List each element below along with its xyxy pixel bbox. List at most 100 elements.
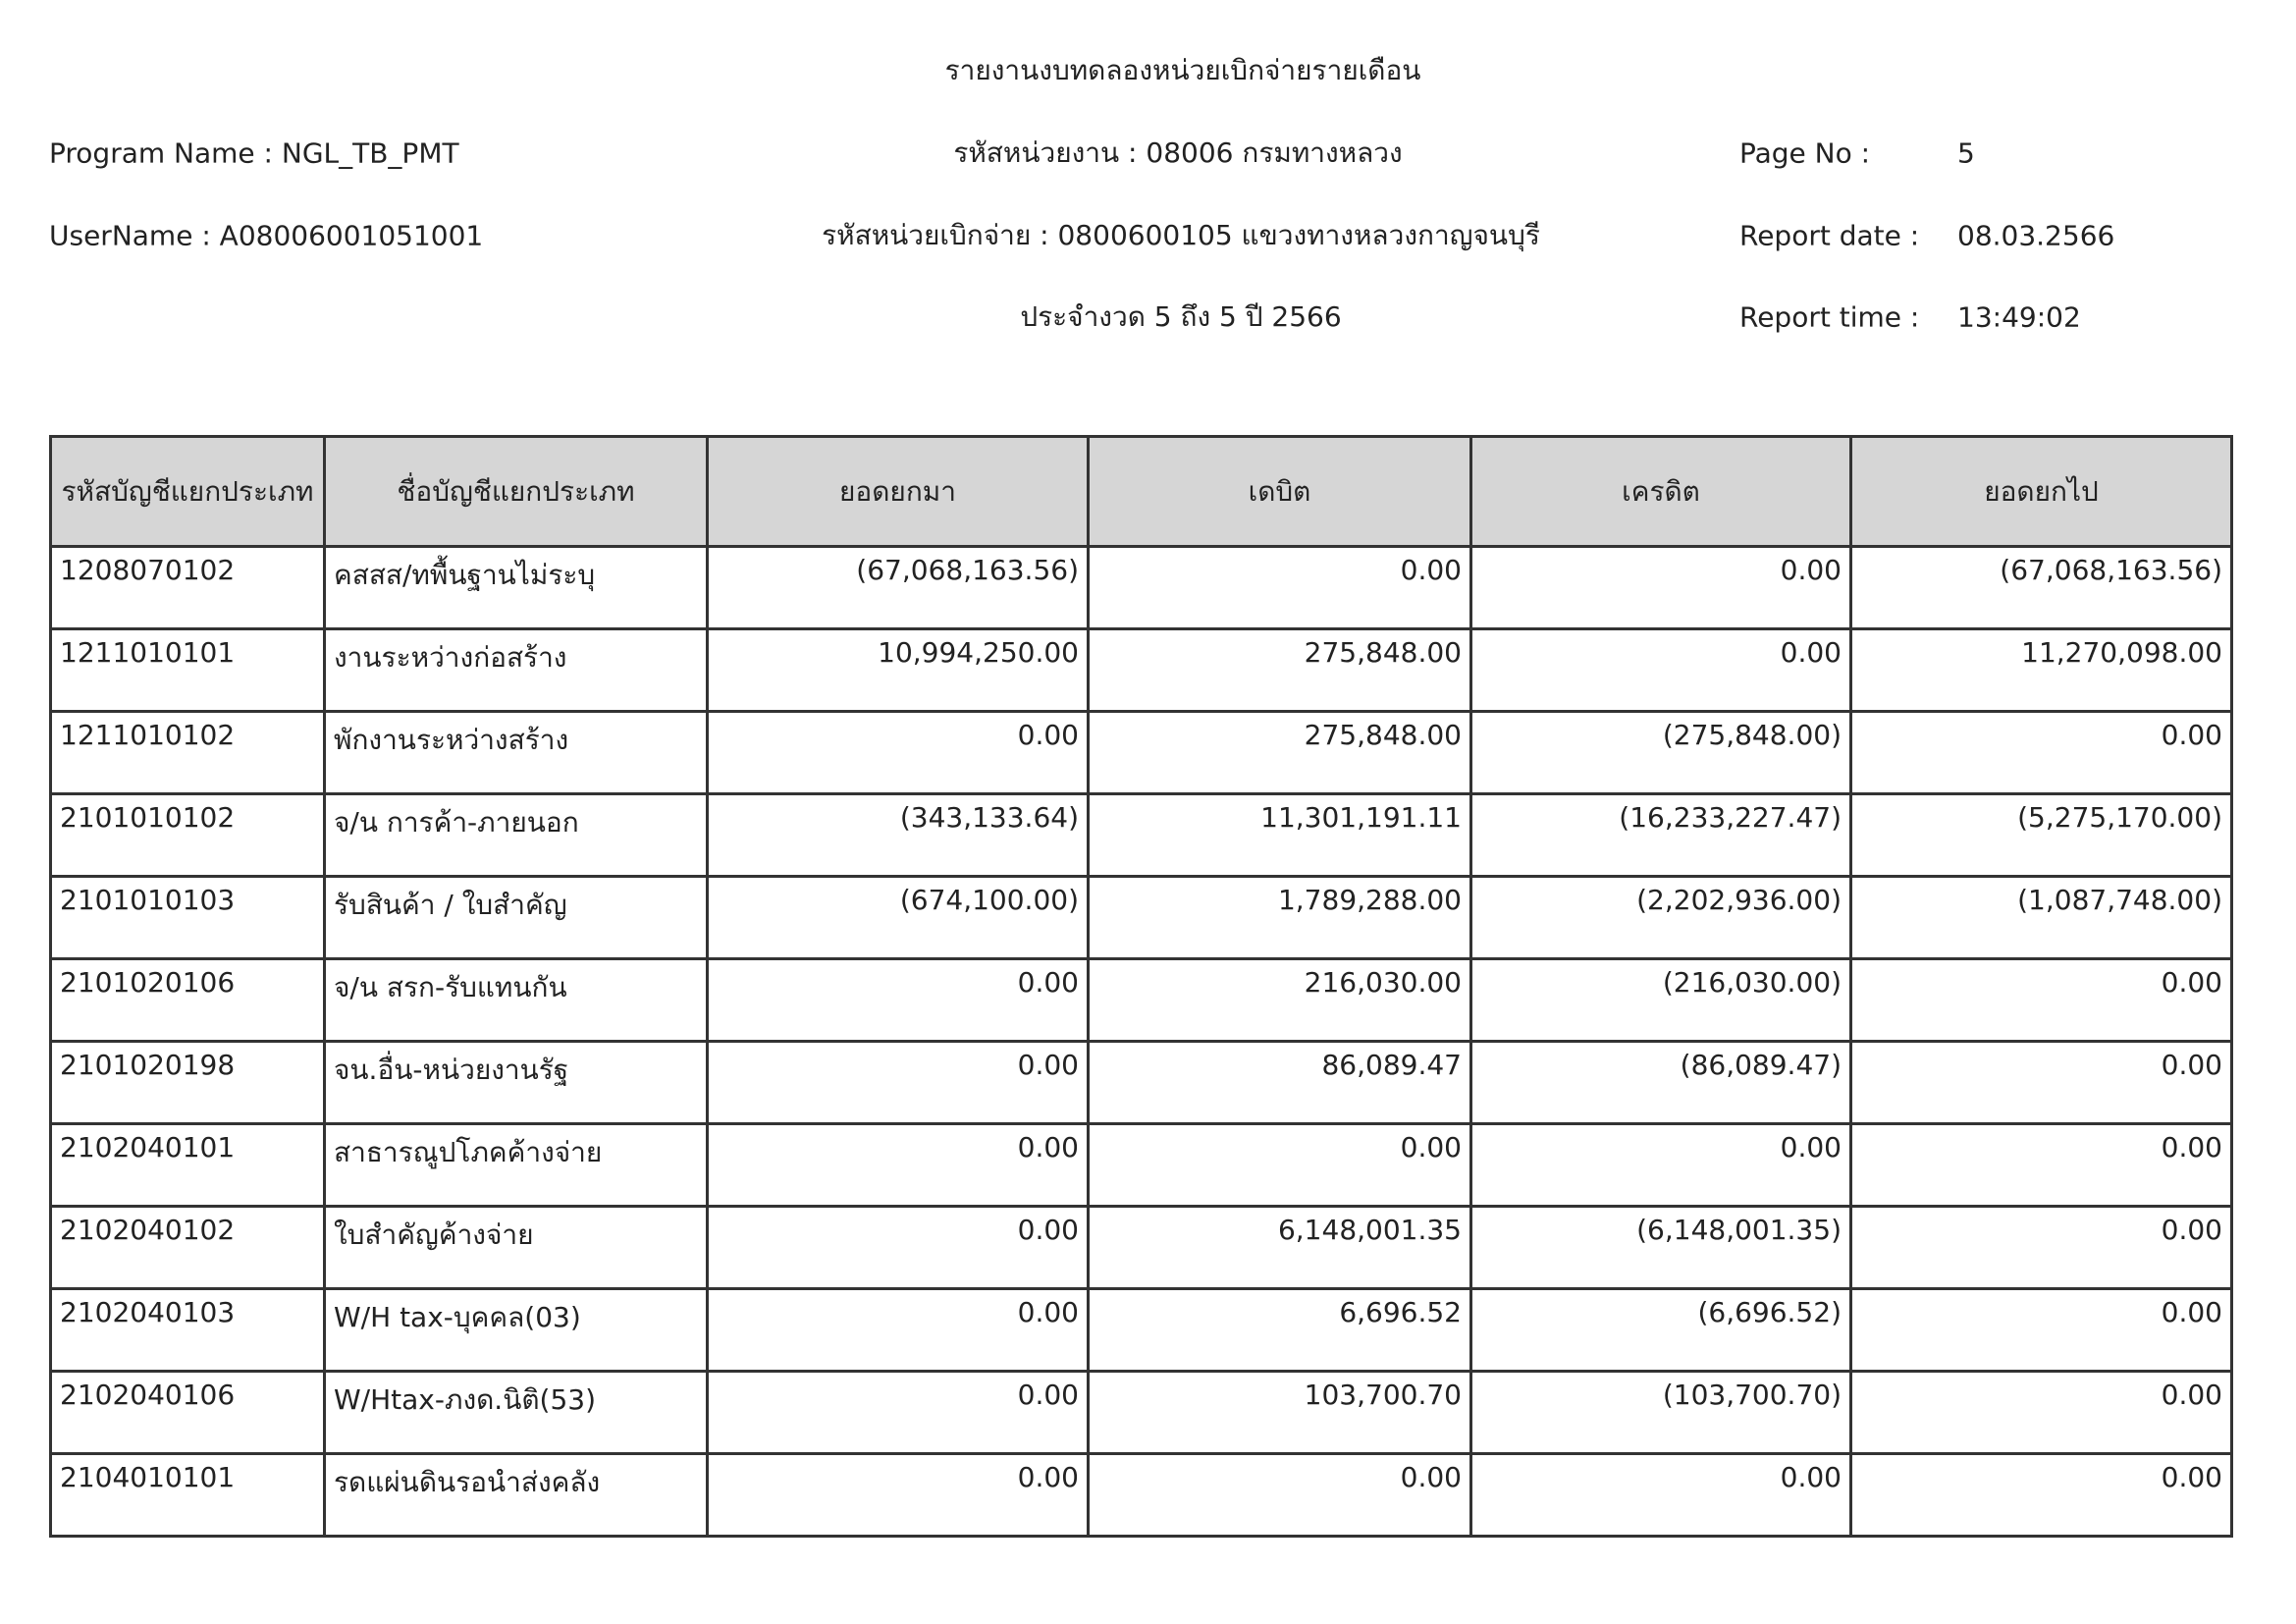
amount-cell: (6,696.52) bbox=[1469, 1287, 1852, 1373]
amount-cell: 0.00 bbox=[1087, 545, 1472, 630]
report-date: 08.03.2566 bbox=[1957, 219, 2115, 252]
amount-cell: 275,848.00 bbox=[1087, 710, 1472, 795]
report-time: 13:49:02 bbox=[1957, 300, 2081, 334]
amount-cell: 0.00 bbox=[1469, 627, 1852, 713]
amount-cell: 275,848.00 bbox=[1087, 627, 1472, 713]
text-cell: งานระหว่างก่อสร้าง bbox=[323, 627, 709, 713]
amount-cell: (216,030.00) bbox=[1469, 957, 1852, 1043]
amount-cell: (6,148,001.35) bbox=[1469, 1205, 1852, 1290]
amount-cell: 0.00 bbox=[706, 1370, 1090, 1455]
text-cell: 2101010103 bbox=[49, 875, 326, 960]
table-row: 2101010102 จ/น การค้า-ภายนอก (343,133.64) 1… bbox=[49, 792, 2233, 878]
page-label: Page No : bbox=[1739, 136, 1871, 170]
username: UserName : A08006001051001 bbox=[49, 219, 484, 252]
table-row: 2102040106 W/Htax-ภงด.นิติ(53) 0.00 103,700… bbox=[49, 1370, 2233, 1455]
trial-balance-table: รหัสบัญชีแยกประเภท ชื่อบัญชีแยกประเภท ยอดย… bbox=[49, 435, 2233, 1538]
column-header: เครดิต bbox=[1469, 435, 1852, 548]
column-header: เดบิต bbox=[1087, 435, 1472, 548]
text-cell: 1211010102 bbox=[49, 710, 326, 795]
amount-cell: 216,030.00 bbox=[1087, 957, 1472, 1043]
amount-cell: 1,789,288.00 bbox=[1087, 875, 1472, 960]
table-row: 2102040102 ใบสำคัญค้างจ่าย 0.00 6,148,001.3… bbox=[49, 1205, 2233, 1290]
amount-cell: 0.00 bbox=[1849, 1287, 2233, 1373]
amount-cell: 10,994,250.00 bbox=[706, 627, 1090, 713]
amount-cell: 0.00 bbox=[706, 957, 1090, 1043]
text-cell: จ/น สรก-รับแทนกัน bbox=[323, 957, 709, 1043]
amount-cell: 0.00 bbox=[1849, 1122, 2233, 1208]
amount-cell: 0.00 bbox=[1469, 545, 1852, 630]
amount-cell: 0.00 bbox=[706, 1287, 1090, 1373]
text-cell: รดแผ่นดินรอนำส่งคลัง bbox=[323, 1452, 709, 1538]
text-cell: จ/น การค้า-ภายนอก bbox=[323, 792, 709, 878]
column-header: ยอดยกไป bbox=[1849, 435, 2233, 548]
amount-cell: 86,089.47 bbox=[1087, 1040, 1472, 1125]
amount-cell: 11,270,098.00 bbox=[1849, 627, 2233, 713]
title: รายงานงบทดลองหน่วยเบิกจ่ายรายเดือน bbox=[944, 54, 1421, 86]
table-row: 1208070102 คสสส/ทพื้นฐานไม่ระบุ (67,068,16… bbox=[49, 545, 2233, 630]
amount-cell: (86,089.47) bbox=[1469, 1040, 1852, 1125]
amount-cell: (2,202,936.00) bbox=[1469, 875, 1852, 960]
amount-cell: 0.00 bbox=[1849, 1452, 2233, 1538]
column-header: ชื่อบัญชีแยกประเภท bbox=[323, 435, 709, 548]
amount-cell: (67,068,163.56) bbox=[1849, 545, 2233, 630]
table-row: 2101020106 จ/น สรก-รับแทนกัน 0.00 216,030.0… bbox=[49, 957, 2233, 1043]
text-cell: 2104010101 bbox=[49, 1452, 326, 1538]
text-cell: W/Htax-ภงด.นิติ(53) bbox=[323, 1370, 709, 1455]
amount-cell: 0.00 bbox=[1849, 710, 2233, 795]
amount-cell: (5,275,170.00) bbox=[1849, 792, 2233, 878]
amount-cell: 6,148,001.35 bbox=[1087, 1205, 1472, 1290]
amount-cell: 0.00 bbox=[1469, 1452, 1852, 1538]
amount-cell: 103,700.70 bbox=[1087, 1370, 1472, 1455]
text-cell: 2101020106 bbox=[49, 957, 326, 1043]
amount-cell: 0.00 bbox=[1087, 1122, 1472, 1208]
text-cell: จน.อื่น-หน่วยงานรัฐ bbox=[323, 1040, 709, 1125]
text-cell: ใบสำคัญค้างจ่าย bbox=[323, 1205, 709, 1290]
table-row: 1211010101 งานระหว่างก่อสร้าง 10,994,250.0… bbox=[49, 627, 2233, 713]
table-row: 2104010101 รดแผ่นดินรอนำส่งคลัง 0.00 0.00 0.… bbox=[49, 1452, 2233, 1538]
table-row: 2101020198 จน.อื่น-หน่วยงานรัฐ 0.00 86,089.… bbox=[49, 1040, 2233, 1125]
text-cell: 1208070102 bbox=[49, 545, 326, 630]
text-cell: W/H tax-บุคคล(03) bbox=[323, 1287, 709, 1373]
text-cell: 1211010101 bbox=[49, 627, 326, 713]
amount-cell: (343,133.64) bbox=[706, 792, 1090, 878]
text-cell: พักงานระหว่างสร้าง bbox=[323, 710, 709, 795]
text-cell: 2102040101 bbox=[49, 1122, 326, 1208]
amount-cell: 0.00 bbox=[706, 1205, 1090, 1290]
amount-cell: (1,087,748.00) bbox=[1849, 875, 2233, 960]
disbursing-unit: รหัสหน่วยเบิกจ่าย : 0800600105 แขวงทางหล… bbox=[822, 219, 1540, 251]
amount-cell: 11,301,191.11 bbox=[1087, 792, 1472, 878]
amount-cell: 0.00 bbox=[1849, 1205, 2233, 1290]
amount-cell: (103,700.70) bbox=[1469, 1370, 1852, 1455]
period: ประจำงวด 5 ถึง 5 ปี 2566 bbox=[1020, 300, 1342, 333]
text-cell: 2101010102 bbox=[49, 792, 326, 878]
amount-cell: 0.00 bbox=[1087, 1452, 1472, 1538]
report-time-label: Report time : bbox=[1739, 300, 1920, 334]
header-row: รหัสบัญชีแยกประเภท ชื่อบัญชีแยกประเภท ยอดย… bbox=[49, 435, 2233, 548]
department: รหัสหน่วยงาน : 08006 กรมทางหลวง bbox=[953, 136, 1403, 169]
text-cell: 2102040103 bbox=[49, 1287, 326, 1373]
table-row: 1211010102 พักงานระหว่างสร้าง 0.00 275,848.… bbox=[49, 710, 2233, 795]
amount-cell: 0.00 bbox=[706, 710, 1090, 795]
table-row: 2101010103 รับสินค้า / ใบสำคัญ (674,100.00… bbox=[49, 875, 2233, 960]
amount-cell: (275,848.00) bbox=[1469, 710, 1852, 795]
text-cell: คสสส/ทพื้นฐานไม่ระบุ bbox=[323, 545, 709, 630]
report-date-label: Report date : bbox=[1739, 219, 1920, 252]
text-cell: รับสินค้า / ใบสำคัญ bbox=[323, 875, 709, 960]
amount-cell: 0.00 bbox=[706, 1452, 1090, 1538]
table-body: 1208070102 คสสส/ทพื้นฐานไม่ระบุ (67,068,16… bbox=[49, 545, 2233, 1538]
table-row: 2102040101 สาธารณูปโภคค้างจ่าย 0.00 0.00 0.0… bbox=[49, 1122, 2233, 1208]
program-name: Program Name : NGL_TB_PMT bbox=[49, 136, 459, 170]
amount-cell: (674,100.00) bbox=[706, 875, 1090, 960]
amount-cell: 0.00 bbox=[706, 1040, 1090, 1125]
amount-cell: 0.00 bbox=[1469, 1122, 1852, 1208]
column-header: ยอดยกมา bbox=[706, 435, 1090, 548]
page-no: 5 bbox=[1957, 136, 1975, 170]
text-cell: 2101020198 bbox=[49, 1040, 326, 1125]
text-cell: 2102040102 bbox=[49, 1205, 326, 1290]
amount-cell: 0.00 bbox=[706, 1122, 1090, 1208]
table-row: 2102040103 W/H tax-บุคคล(03) 0.00 6,696.52(… bbox=[49, 1287, 2233, 1373]
amount-cell: 6,696.52 bbox=[1087, 1287, 1472, 1373]
amount-cell: 0.00 bbox=[1849, 1040, 2233, 1125]
column-header: รหัสบัญชีแยกประเภท bbox=[49, 435, 326, 548]
